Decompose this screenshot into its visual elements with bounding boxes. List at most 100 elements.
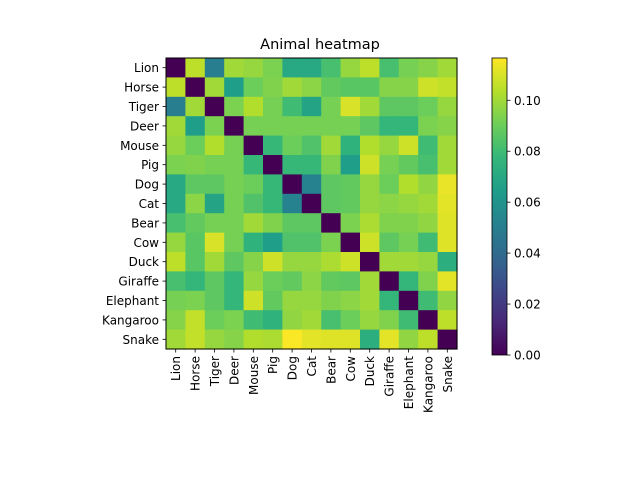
heatmap-cell <box>379 77 400 98</box>
heatmap-cell <box>243 174 264 195</box>
heatmap-cell <box>224 58 245 78</box>
heatmap-cell <box>398 58 419 78</box>
heatmap-cell <box>418 290 439 311</box>
heatmap-cell <box>263 271 283 292</box>
heatmap-cell <box>398 213 419 234</box>
heatmap-cell <box>321 174 342 195</box>
heatmap-cell <box>282 135 303 156</box>
x-tick-label: Cat <box>305 356 319 377</box>
heatmap-cell <box>263 232 283 253</box>
colorbar-tick-label: 0.08 <box>514 145 541 159</box>
heatmap-cell <box>301 252 322 272</box>
y-tick-label: Cow <box>133 236 159 250</box>
heatmap-cell <box>185 96 206 117</box>
heatmap-cell <box>321 290 342 311</box>
heatmap-cell <box>243 116 264 137</box>
heatmap-cell <box>282 213 303 234</box>
heatmap-cell <box>204 329 225 350</box>
heatmap-cell <box>379 271 400 292</box>
heatmap-cell <box>166 213 186 234</box>
heatmap-cell <box>360 58 380 78</box>
heatmap-cell <box>263 116 283 137</box>
heatmap-cell <box>301 213 322 234</box>
heatmap-cell <box>263 213 283 234</box>
colorbar-scale <box>491 57 508 356</box>
heatmap-cell <box>301 290 322 311</box>
colorbar-tick-label: 0.02 <box>514 298 541 312</box>
y-tick-label: Dog <box>135 178 159 192</box>
heatmap-cell <box>166 232 186 253</box>
heatmap-cell <box>185 58 206 78</box>
heatmap-cell <box>437 116 458 137</box>
heatmap-cell <box>185 271 206 292</box>
y-tick-labels: Lion Horse Tiger Deer Mouse Pig Dog Cat Bear Cow D… <box>102 61 166 347</box>
heatmap-cell <box>263 77 283 98</box>
heatmap-cell <box>379 329 400 350</box>
heatmap-cell <box>418 77 439 98</box>
heatmap-cell <box>321 96 342 117</box>
heatmap-cell <box>166 116 186 137</box>
heatmap-cell <box>340 252 361 272</box>
heatmap-cell <box>418 58 439 78</box>
heatmap-cell <box>360 174 380 195</box>
heatmap-cell <box>224 252 245 272</box>
x-tick-label: Deer <box>227 356 241 385</box>
x-tick-label: Cow <box>344 356 358 382</box>
heatmap-cell <box>263 174 283 195</box>
heatmap-cell <box>282 58 303 78</box>
heatmap-cell <box>243 329 264 350</box>
heatmap-cell <box>204 135 225 156</box>
heatmap-cell <box>282 155 303 175</box>
heatmap-cell <box>360 329 380 350</box>
heatmap-cell <box>418 232 439 253</box>
heatmap-cell <box>301 96 322 117</box>
heatmap-cell <box>204 193 225 214</box>
heatmap-cell <box>418 213 439 234</box>
x-tick-label: Pig <box>266 356 280 374</box>
heatmap-cell <box>398 290 419 311</box>
heatmap-cell <box>243 290 264 311</box>
heatmap-cell <box>243 155 264 175</box>
heatmap-cell <box>418 155 439 175</box>
heatmap-cell <box>224 174 245 195</box>
heatmap-cell <box>437 193 458 214</box>
heatmap-cell <box>224 77 245 98</box>
heatmap-cell <box>224 155 245 175</box>
heatmap-cell <box>340 290 361 311</box>
heatmap-cell <box>321 193 342 214</box>
heatmap-cell <box>360 310 380 331</box>
heatmap-cell <box>321 155 342 175</box>
heatmap-cell <box>204 155 225 175</box>
heatmap-cell <box>243 193 264 214</box>
heatmap-cell <box>360 271 380 292</box>
heatmap-cell <box>340 213 361 234</box>
heatmap-cell <box>185 116 206 137</box>
heatmap-cell <box>282 310 303 331</box>
heatmap-cell <box>224 213 245 234</box>
heatmap-cell <box>340 155 361 175</box>
heatmap-cell <box>398 232 419 253</box>
heatmap-cell <box>243 213 264 234</box>
heatmap-cell <box>166 271 186 292</box>
heatmap-cell <box>340 232 361 253</box>
heatmap-cell <box>204 116 225 137</box>
heatmap-cell <box>204 96 225 117</box>
heatmap-cell <box>340 329 361 350</box>
heatmap-cell <box>185 193 206 214</box>
heatmap-cell <box>263 310 283 331</box>
x-tick-label: Lion <box>169 356 183 381</box>
heatmap-cell <box>166 252 186 272</box>
y-tick-label: Giraffe <box>118 275 159 289</box>
heatmap-cell <box>340 116 361 137</box>
heatmap-cell <box>418 252 439 272</box>
heatmap-cell <box>379 232 400 253</box>
heatmap-cell <box>418 174 439 195</box>
heatmap-cell <box>340 58 361 78</box>
heatmap-cell <box>243 271 264 292</box>
plot-frame <box>165 57 458 350</box>
heatmap-cell <box>204 271 225 292</box>
heatmap-cell <box>243 58 264 78</box>
heatmap-cell <box>185 329 206 350</box>
heatmap-cell <box>340 174 361 195</box>
heatmap-cell <box>243 232 264 253</box>
